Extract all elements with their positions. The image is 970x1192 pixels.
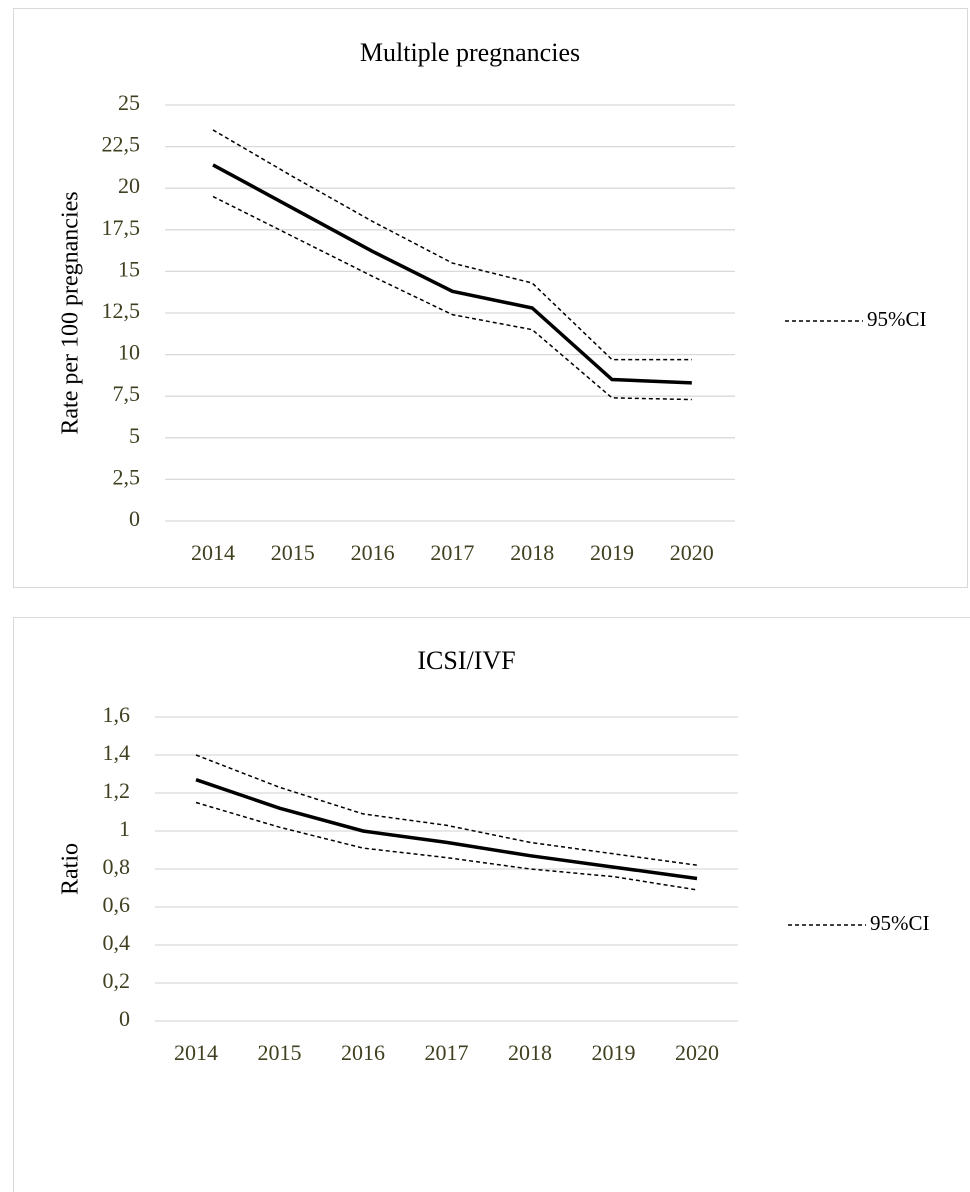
y-tick-label: 17,5 [102,215,141,240]
chart-title: ICSI/IVF [417,646,515,675]
chart-title: Multiple pregnancies [360,38,580,67]
y-tick-label: 25 [118,90,140,115]
y-tick-label: 5 [129,423,140,448]
y-tick-label: 0 [129,506,140,531]
ci-lower-line [212,195,692,401]
chart-frame [13,617,970,1192]
y-tick-label: 7,5 [113,381,141,406]
y-axis-label: Ratio [58,843,84,895]
y-tick-label: 2,5 [113,464,141,489]
x-tick-label: 2014 [191,540,235,565]
y-tick-label: 1,2 [103,778,131,803]
y-tick-label: 0,4 [103,930,131,955]
y-tick-label: 12,5 [102,298,141,323]
x-tick-label: 2019 [590,540,634,565]
x-tick-label: 2016 [351,540,395,565]
x-tick-label: 2017 [430,540,474,565]
y-tick-label: 20 [118,173,140,198]
y-tick-label: 10 [118,340,140,365]
x-tick-label: 2018 [510,540,554,565]
ci-lower-line [195,801,698,891]
y-tick-label: 22,5 [102,132,141,157]
y-tick-label: 15 [118,256,140,281]
ci-upper-line [195,754,698,866]
x-tick-label: 2018 [508,1040,552,1065]
y-tick-label: 0,2 [103,968,131,993]
x-tick-label: 2020 [675,1040,719,1065]
legend-label: 95%CI [867,307,927,331]
y-axis-label: Rate per 100 pregnancies [58,191,84,434]
x-tick-label: 2014 [174,1040,218,1065]
ci-upper-line [212,129,692,361]
y-tick-label: 0,8 [103,854,131,879]
x-tick-label: 2020 [670,540,714,565]
y-tick-label: 1,6 [103,702,131,727]
y-tick-label: 0 [119,1006,130,1031]
legend-label: 95%CI [870,911,930,935]
x-tick-label: 2019 [592,1040,636,1065]
y-tick-label: 1,4 [103,740,131,765]
y-tick-label: 0,6 [103,892,131,917]
series-line [212,163,692,385]
x-tick-label: 2015 [271,540,315,565]
chart-frame [13,8,968,588]
series-line [195,778,698,881]
x-tick-label: 2017 [425,1040,469,1065]
x-tick-label: 2015 [258,1040,302,1065]
y-tick-label: 1 [119,816,130,841]
x-tick-label: 2016 [341,1040,385,1065]
